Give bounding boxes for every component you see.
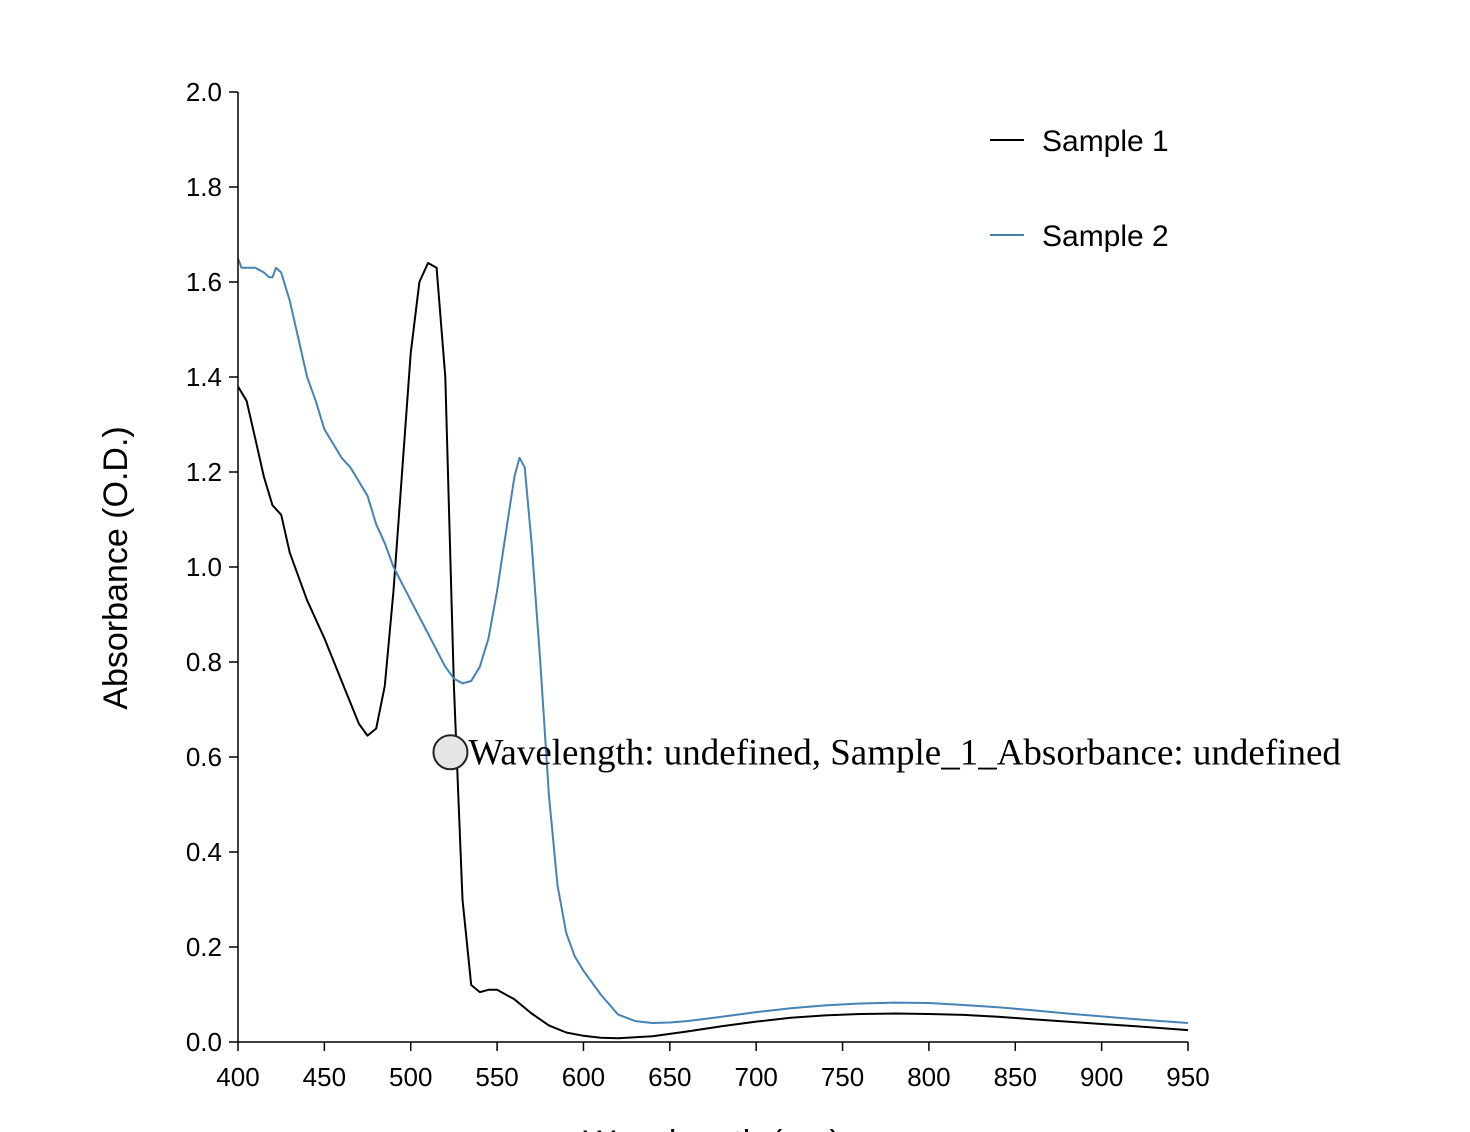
- axes: 0.0 0.2 0.4 0.6 0.8 1.0 1.2 1.4 1.6 1.8 2.0 400 450 5…: [186, 77, 1210, 1092]
- legend-label-sample-2: Sample 2: [1042, 220, 1169, 253]
- x-tick-label: 650: [648, 1062, 691, 1092]
- y-tick-label: 2.0: [186, 77, 222, 107]
- legend-label-sample-1: Sample 1: [1042, 125, 1169, 158]
- tooltip-label: Wavelength: undefined, Sample_1_Absorban…: [468, 732, 1341, 773]
- x-tick-label: 800: [907, 1062, 950, 1092]
- x-tick-label: 950: [1166, 1062, 1209, 1092]
- x-tick-label: 900: [1080, 1062, 1123, 1092]
- y-tick-label: 1.4: [186, 362, 222, 392]
- y-axis-title: Absorbance (O.D.): [97, 426, 135, 709]
- series-line-sample-1: [237, 262, 1189, 1040]
- y-tick-label: 0.8: [186, 647, 222, 677]
- x-tick-label: 850: [994, 1062, 1037, 1092]
- hover-marker: [432, 734, 469, 771]
- x-axis-title: Wavelength (nm): [583, 1124, 841, 1132]
- legend: Sample 1 Sample 2: [990, 125, 1169, 253]
- plot-area: [237, 257, 1189, 1040]
- x-tick-label: 400: [216, 1062, 259, 1092]
- y-tick-label: 0.2: [186, 932, 222, 962]
- y-tick-label: 1.8: [186, 172, 222, 202]
- y-tick-label: 1.6: [186, 267, 222, 297]
- x-tick-label: 450: [303, 1062, 346, 1092]
- x-tick-label: 550: [475, 1062, 518, 1092]
- y-tick-label: 0.6: [186, 742, 222, 772]
- y-tick-label: 0.0: [186, 1027, 222, 1057]
- x-tick-label: 500: [389, 1062, 432, 1092]
- hover-tooltip: Wavelength: undefined, Sample_1_Absorban…: [432, 732, 1341, 773]
- y-tick-label: 1.2: [186, 457, 222, 487]
- x-tick-label: 600: [562, 1062, 605, 1092]
- y-tick-label: 1.0: [186, 552, 222, 582]
- series-line-sample-2: [237, 257, 1189, 1024]
- y-tick-label: 0.4: [186, 837, 222, 867]
- x-tick-label: 700: [734, 1062, 777, 1092]
- x-tick-label: 750: [821, 1062, 864, 1092]
